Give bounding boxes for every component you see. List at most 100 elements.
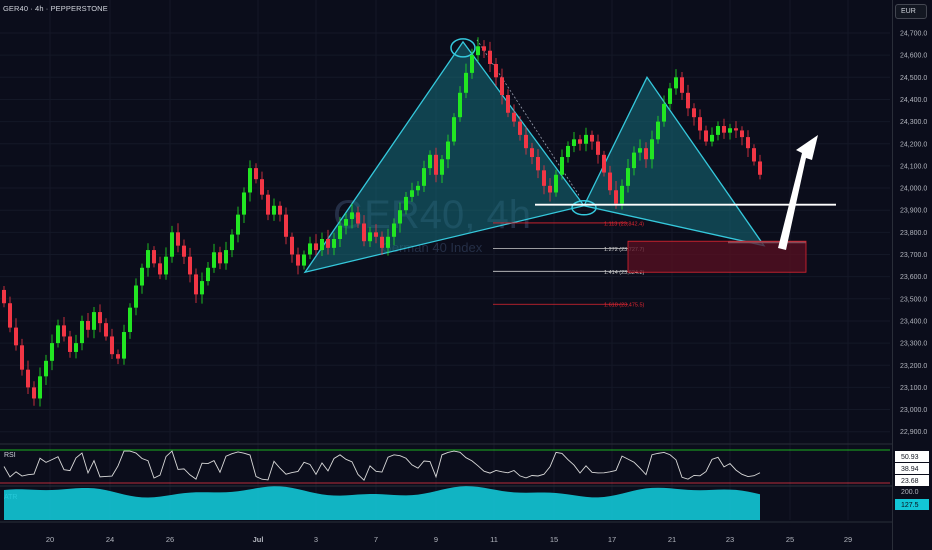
candle-body <box>62 325 66 337</box>
candle-body <box>512 112 516 122</box>
candle-body <box>338 225 342 239</box>
candle-body <box>752 148 756 162</box>
candle-body <box>602 154 606 173</box>
symbol-header[interactable]: GER40 · 4h · PEPPERSTONE <box>3 4 108 13</box>
candle-body <box>164 256 168 275</box>
candle-body <box>8 303 12 328</box>
candle-body <box>320 238 324 251</box>
rsi-line <box>3 450 761 481</box>
fib-levels[interactable]: 1.113 (23,842.4) 1.272 (23,727.7) 1.414 (2… <box>493 221 645 309</box>
candle-body <box>224 250 228 264</box>
rsi-value-label: 23.68 <box>901 478 919 485</box>
candle-body <box>686 92 690 109</box>
reversal-zone <box>627 240 807 273</box>
price-tick-label: 23,300.0 <box>900 341 927 348</box>
candle-body <box>368 232 372 242</box>
price-tick-label: 23,400.0 <box>900 318 927 325</box>
candle-body <box>350 212 354 220</box>
candle-body <box>662 103 666 122</box>
candle-body <box>722 126 726 133</box>
candle-body <box>374 232 378 237</box>
candle-body <box>704 130 708 142</box>
time-tick-label: 26 <box>166 535 174 544</box>
candle-body <box>290 236 294 255</box>
price-tick-label: 23,000.0 <box>900 407 927 414</box>
candle-body <box>176 232 180 246</box>
candle-body <box>608 172 612 191</box>
candle-body <box>668 88 672 104</box>
candle-body <box>380 236 384 248</box>
rsi-value-label: 38.94 <box>901 466 919 473</box>
price-tick-label: 24,600.0 <box>900 53 927 60</box>
candle-body <box>332 238 336 248</box>
candle-body <box>56 325 60 344</box>
candle-body <box>170 232 174 257</box>
candle-body <box>500 77 504 96</box>
candle-body <box>236 214 240 235</box>
candle-body <box>14 327 18 346</box>
candle-body <box>152 250 156 264</box>
candle-body <box>482 46 486 51</box>
price-axis[interactable]: 24,700.0 24,600.0 24,500.0 24,400.0 24,300.0… <box>892 0 932 550</box>
rsi-value-badge <box>895 451 929 462</box>
price-tick-label: 23,600.0 <box>900 274 927 281</box>
price-tick-label: 24,400.0 <box>900 97 927 104</box>
candle-body <box>422 168 426 186</box>
candle-body <box>626 168 630 186</box>
candle-body <box>230 234 234 251</box>
candle-body <box>464 72 468 93</box>
candle-body <box>698 117 702 131</box>
rsi-value-label: 50.93 <box>901 454 919 461</box>
candle-body <box>740 130 744 138</box>
candle-body <box>200 281 204 295</box>
time-tick-label: 24 <box>106 535 114 544</box>
candle-body <box>476 46 480 56</box>
candle-body <box>746 137 750 149</box>
atr-pane[interactable]: ATR <box>0 485 892 523</box>
price-tick-label: 23,700.0 <box>900 252 927 259</box>
candle-body <box>212 252 216 268</box>
candle-body <box>344 219 348 226</box>
candle-body <box>116 354 120 359</box>
candle-body <box>710 134 714 142</box>
atr-value-label: 127.5 <box>901 502 919 509</box>
candle-body <box>32 387 36 399</box>
candle-body <box>68 336 72 352</box>
candle-body <box>536 157 540 171</box>
candle-body <box>494 64 498 78</box>
candle-body <box>206 267 210 282</box>
time-tick-label: Jul <box>253 535 264 544</box>
candle-body <box>692 108 696 118</box>
candle-body <box>356 212 360 224</box>
candle-body <box>404 196 408 211</box>
candle-body <box>92 312 96 330</box>
candle-body <box>50 343 54 361</box>
pattern-b-circle <box>571 200 597 216</box>
candle-body <box>386 236 390 248</box>
time-tick-label: 3 <box>314 535 318 544</box>
candle-body <box>674 77 678 89</box>
rsi-pane[interactable]: RSI <box>0 443 892 484</box>
candle-body <box>260 179 264 195</box>
candle-body <box>530 148 534 158</box>
price-tick-label: 24,200.0 <box>900 141 927 148</box>
harmonic-pattern[interactable] <box>303 38 766 274</box>
candle-body <box>128 307 132 333</box>
candle-body <box>758 161 762 175</box>
currency-button[interactable]: EUR <box>895 4 927 19</box>
candle-body <box>614 190 618 204</box>
candle-body <box>548 185 552 193</box>
atr-scale-label: 200.0 <box>901 489 919 496</box>
price-tick-label: 23,900.0 <box>900 208 927 215</box>
time-tick-label: 23 <box>726 535 734 544</box>
candle-body <box>452 117 456 142</box>
candle-body <box>470 55 474 73</box>
candle-body <box>242 192 246 215</box>
candle-body <box>542 170 546 186</box>
candle-body <box>110 336 114 355</box>
price-tick-label: 24,300.0 <box>900 119 927 126</box>
annotations[interactable] <box>535 135 836 273</box>
candle-body <box>140 267 144 286</box>
